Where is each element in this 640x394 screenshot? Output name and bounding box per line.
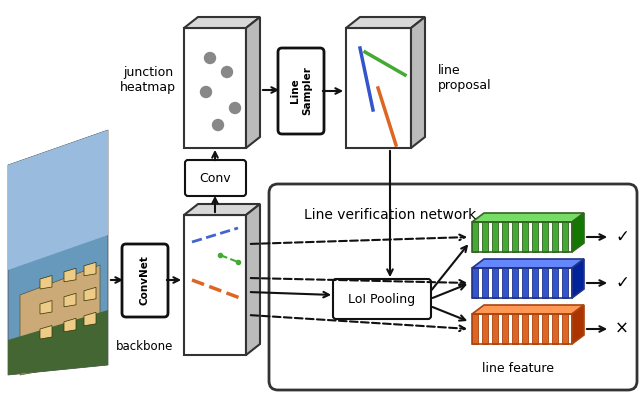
- Polygon shape: [64, 268, 76, 282]
- Polygon shape: [64, 293, 76, 307]
- Text: ✓: ✓: [615, 228, 629, 246]
- Polygon shape: [552, 222, 557, 252]
- Polygon shape: [184, 204, 260, 215]
- Text: line feature: line feature: [482, 362, 554, 375]
- Polygon shape: [472, 222, 477, 252]
- Polygon shape: [472, 268, 477, 298]
- Polygon shape: [512, 268, 518, 298]
- Polygon shape: [482, 268, 488, 298]
- Polygon shape: [84, 312, 96, 326]
- Polygon shape: [532, 222, 538, 252]
- Polygon shape: [20, 265, 100, 375]
- Polygon shape: [246, 204, 260, 355]
- Polygon shape: [562, 222, 568, 252]
- FancyBboxPatch shape: [185, 160, 246, 196]
- FancyBboxPatch shape: [333, 279, 431, 319]
- Text: backbone: backbone: [116, 340, 173, 353]
- Circle shape: [205, 52, 216, 63]
- Polygon shape: [8, 130, 108, 375]
- Polygon shape: [472, 213, 584, 222]
- Polygon shape: [562, 314, 568, 344]
- Polygon shape: [184, 17, 260, 28]
- Polygon shape: [542, 314, 547, 344]
- FancyBboxPatch shape: [269, 184, 637, 390]
- Polygon shape: [562, 268, 568, 298]
- Polygon shape: [411, 17, 425, 148]
- Polygon shape: [40, 275, 52, 289]
- Polygon shape: [346, 17, 425, 28]
- Circle shape: [230, 102, 241, 113]
- Polygon shape: [542, 222, 547, 252]
- Text: ConvNet: ConvNet: [140, 255, 150, 305]
- Polygon shape: [40, 325, 52, 339]
- Polygon shape: [482, 314, 488, 344]
- Polygon shape: [40, 301, 52, 314]
- Text: Line verification network: Line verification network: [304, 208, 476, 222]
- Polygon shape: [84, 262, 96, 276]
- Polygon shape: [246, 17, 260, 148]
- Polygon shape: [552, 268, 557, 298]
- Polygon shape: [572, 259, 584, 298]
- Polygon shape: [522, 314, 527, 344]
- Text: ✓: ✓: [615, 274, 629, 292]
- FancyBboxPatch shape: [122, 244, 168, 317]
- Polygon shape: [472, 314, 477, 344]
- Text: junction
heatmap: junction heatmap: [120, 66, 176, 94]
- Polygon shape: [572, 213, 584, 252]
- Polygon shape: [84, 287, 96, 301]
- Polygon shape: [482, 222, 488, 252]
- Polygon shape: [502, 222, 508, 252]
- Polygon shape: [492, 222, 497, 252]
- Circle shape: [221, 67, 232, 78]
- Polygon shape: [184, 215, 246, 355]
- Polygon shape: [552, 314, 557, 344]
- Polygon shape: [346, 28, 411, 148]
- Text: line
proposal: line proposal: [438, 64, 492, 92]
- Circle shape: [200, 87, 211, 97]
- Polygon shape: [512, 222, 518, 252]
- Polygon shape: [472, 305, 584, 314]
- Circle shape: [212, 119, 223, 130]
- Polygon shape: [472, 259, 584, 268]
- Polygon shape: [8, 310, 108, 375]
- Polygon shape: [542, 268, 547, 298]
- Polygon shape: [532, 268, 538, 298]
- Polygon shape: [8, 130, 108, 270]
- Polygon shape: [522, 222, 527, 252]
- Polygon shape: [512, 314, 518, 344]
- Polygon shape: [64, 318, 76, 332]
- Text: Conv: Conv: [199, 171, 231, 184]
- Polygon shape: [572, 305, 584, 344]
- Text: ×: ×: [615, 320, 629, 338]
- Polygon shape: [184, 28, 246, 148]
- Polygon shape: [502, 268, 508, 298]
- Text: Line
Sampler: Line Sampler: [290, 67, 312, 115]
- Polygon shape: [502, 314, 508, 344]
- Text: LoI Pooling: LoI Pooling: [348, 292, 415, 305]
- Polygon shape: [492, 268, 497, 298]
- FancyBboxPatch shape: [278, 48, 324, 134]
- Polygon shape: [522, 268, 527, 298]
- Polygon shape: [532, 314, 538, 344]
- Polygon shape: [492, 314, 497, 344]
